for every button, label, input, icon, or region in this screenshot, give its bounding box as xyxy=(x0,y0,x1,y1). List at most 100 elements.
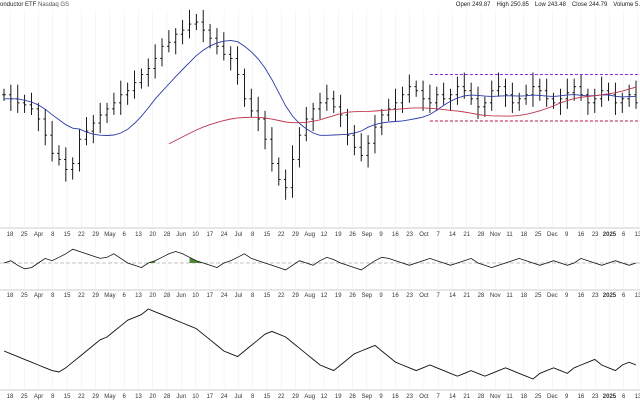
x-tick-label: 14 xyxy=(449,394,456,400)
x-tick-label: 14 xyxy=(449,232,456,238)
x-tick-label: 29 xyxy=(292,232,299,238)
x-tick-label: Aug xyxy=(304,232,315,238)
x-axis-labels: 18 25 Apr 8 15 22 29 May 6 13 20 28 Jun 10 17 24 Jul 8 15 2… xyxy=(7,232,640,400)
x-tick-label: 28 xyxy=(478,293,485,299)
volume-quote: Volume 5. xyxy=(613,2,640,8)
indicator-panel-1 xyxy=(0,248,640,271)
x-tick-label: 21 xyxy=(463,293,470,299)
x-tick-label: 9 xyxy=(379,293,383,299)
x-tick-label: 10 xyxy=(192,232,199,238)
x-tick-label: 23 xyxy=(592,293,599,299)
symbol-name: onductor ETF xyxy=(0,2,37,8)
x-tick-label: 22 xyxy=(78,394,85,400)
x-tick-label: 6 xyxy=(622,394,626,400)
x-tick-label: 12 xyxy=(321,293,328,299)
x-tick-label: 23 xyxy=(406,232,413,238)
x-tick-label: 11 xyxy=(506,232,513,238)
x-tick-label: 24 xyxy=(221,232,228,238)
moving-average-long xyxy=(168,86,637,145)
x-tick-label: 9 xyxy=(565,293,569,299)
x-tick-label: 25 xyxy=(21,232,28,238)
x-tick-label: Dec xyxy=(547,293,558,299)
x-tick-label: 8 xyxy=(251,394,255,400)
x-tick-label: May xyxy=(104,293,115,299)
x-tick-label: 26 xyxy=(349,232,356,238)
x-tick-label: Oct xyxy=(419,293,429,299)
x-tick-label: 28 xyxy=(164,232,171,238)
x-tick-label: 28 xyxy=(478,394,485,400)
x-tick-label: 15 xyxy=(264,232,271,238)
x-tick-label: 17 xyxy=(206,232,213,238)
x-tick-label: 9 xyxy=(379,394,383,400)
x-tick-label: Jun xyxy=(176,232,186,238)
x-tick-label: Nov xyxy=(490,293,501,299)
x-tick-label: 8 xyxy=(51,293,55,299)
indicator-2-line xyxy=(3,308,637,380)
indicator-1-line xyxy=(3,248,637,271)
x-tick-label: 19 xyxy=(335,232,342,238)
indicator-overbought-fill xyxy=(141,260,156,263)
x-tick-label: 28 xyxy=(164,394,171,400)
x-tick-label: 16 xyxy=(392,232,399,238)
x-tick-label: Apr xyxy=(34,394,43,400)
x-tick-label: 23 xyxy=(592,232,599,238)
x-tick-label: 6 xyxy=(123,293,127,299)
chart-panels xyxy=(0,10,640,391)
x-tick-label: 29 xyxy=(92,394,99,400)
x-tick-label: Aug xyxy=(304,293,315,299)
indicator-panel-2 xyxy=(3,308,637,380)
x-tick-label: 22 xyxy=(278,232,285,238)
x-tick-label: 25 xyxy=(21,293,28,299)
x-tick-label: 18 xyxy=(520,394,527,400)
x-tick-label: 28 xyxy=(164,293,171,299)
x-tick-label: 20 xyxy=(149,394,156,400)
x-tick-label: 24 xyxy=(221,394,228,400)
x-tick-label: 16 xyxy=(578,394,585,400)
x-tick-label: 10 xyxy=(192,394,199,400)
x-tick-label: 19 xyxy=(335,394,342,400)
x-tick-label: 12 xyxy=(321,232,328,238)
x-tick-label: 20 xyxy=(149,293,156,299)
x-tick-label: 13 xyxy=(635,232,640,238)
x-tick-label: 2025 xyxy=(603,232,617,238)
chart-header-title: onductor ETF Nasdaq GS xyxy=(0,2,69,8)
x-tick-label: 7 xyxy=(437,394,441,400)
x-tick-label: 22 xyxy=(78,232,85,238)
x-tick-label: 23 xyxy=(406,394,413,400)
x-tick-label: Jul xyxy=(235,394,243,400)
x-tick-label: 21 xyxy=(463,394,470,400)
x-tick-label: 8 xyxy=(51,394,55,400)
x-tick-label: 29 xyxy=(292,394,299,400)
x-tick-label: 16 xyxy=(392,394,399,400)
x-tick-label: 11 xyxy=(506,394,513,400)
x-tick-label: 8 xyxy=(251,232,255,238)
x-tick-label: 29 xyxy=(92,293,99,299)
x-tick-label: 29 xyxy=(292,293,299,299)
x-tick-label: 16 xyxy=(578,293,585,299)
x-tick-label: 15 xyxy=(264,293,271,299)
x-tick-label: 29 xyxy=(92,232,99,238)
x-tick-label: 23 xyxy=(592,394,599,400)
x-tick-label: 7 xyxy=(437,232,441,238)
x-tick-label: 6 xyxy=(123,394,127,400)
high-quote: High 250.85 xyxy=(496,2,529,8)
x-tick-label: 9 xyxy=(565,232,569,238)
x-tick-label: Sep xyxy=(361,293,372,299)
x-tick-label: 25 xyxy=(535,394,542,400)
x-tick-label: 21 xyxy=(463,232,470,238)
x-tick-label: 2025 xyxy=(603,293,617,299)
x-tick-label: 18 xyxy=(520,293,527,299)
x-tick-label: 6 xyxy=(123,232,127,238)
open-quote: Open 249.87 xyxy=(455,2,491,8)
x-tick-label: 10 xyxy=(192,293,199,299)
x-tick-label: 22 xyxy=(278,293,285,299)
x-tick-label: 18 xyxy=(7,232,14,238)
x-tick-label: 9 xyxy=(379,232,383,238)
price-panel xyxy=(2,9,640,200)
x-tick-label: 18 xyxy=(7,394,14,400)
x-tick-label: Apr xyxy=(34,293,43,299)
x-tick-label: 16 xyxy=(578,232,585,238)
exchange-name: Nasdaq GS xyxy=(38,2,70,8)
x-tick-label: 18 xyxy=(520,232,527,238)
